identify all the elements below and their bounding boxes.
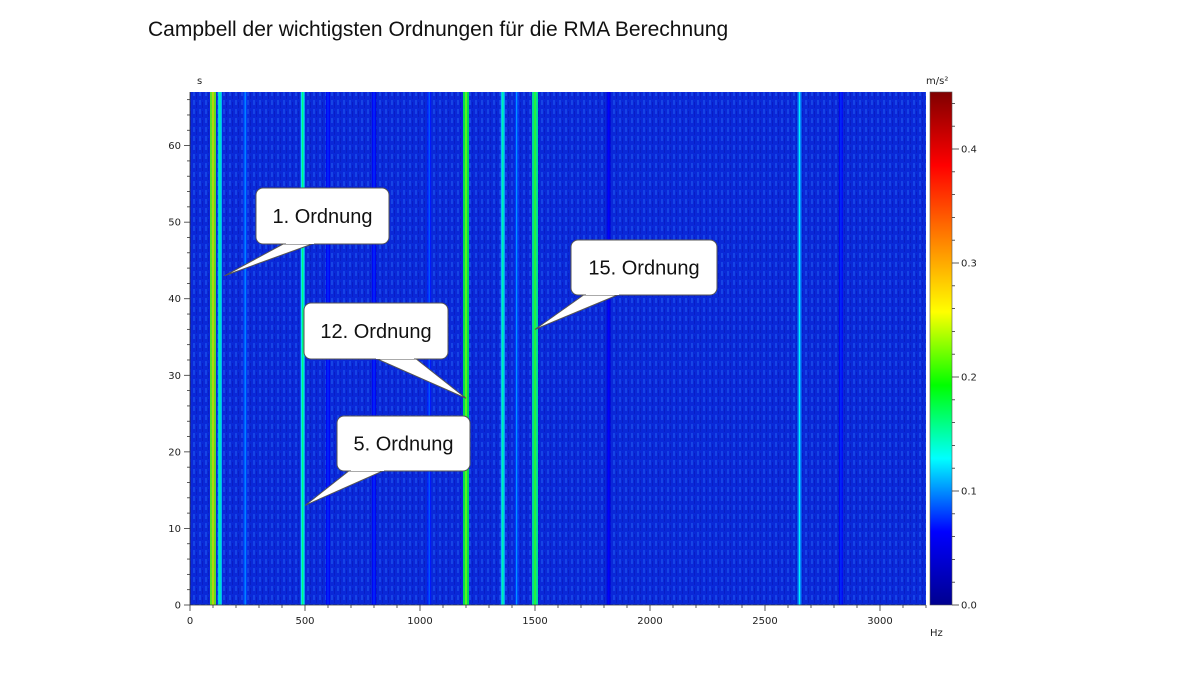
callout-label: 15. Ordnung (588, 258, 699, 280)
colorbar-axis: 0.0 0.1 0.2 0.3 0.4 (952, 103, 977, 612)
order-band-core (212, 92, 214, 605)
order-band-core (219, 92, 221, 605)
callout-box (336, 415, 471, 472)
x-axis: 0 500 1000 1500 2000 2500 3000 (187, 604, 927, 627)
order-band-core (840, 92, 842, 605)
order-band-core (244, 92, 246, 605)
callout-joint (351, 468, 384, 471)
colorbar-tick-label: 0.4 (961, 145, 977, 156)
callout-label: 1. Ordnung (272, 206, 372, 228)
annotations: 1. Ordnung 15. Ordnung 12. Ordnung 5. Ordnu… (224, 187, 718, 506)
chart-title: Campbell der wichtigsten Ordnungen für d… (148, 18, 729, 41)
order-band-core (465, 92, 467, 605)
y-tick-label: 60 (168, 141, 181, 152)
order-band-core (534, 92, 536, 605)
x-tick-label: 3000 (867, 616, 892, 627)
order-band-core (502, 92, 504, 605)
x-tick-label: 500 (295, 616, 314, 627)
callout-joint (376, 356, 414, 359)
y-tick-label: 40 (168, 294, 181, 305)
callout-label: 12. Ordnung (320, 321, 431, 343)
y-tick-label: 20 (168, 447, 181, 458)
x-tick-label: 1000 (407, 616, 432, 627)
x-tick-label: 2000 (637, 616, 662, 627)
plot-background (190, 92, 926, 605)
callout-label: 5. Ordnung (353, 434, 453, 456)
y-tick-label: 50 (168, 218, 181, 229)
colorbar-tick-label: 0.3 (961, 259, 977, 270)
callout-box (255, 187, 390, 245)
y-axis: 0 10 20 30 40 50 60 (168, 92, 191, 612)
order-band-core (302, 92, 304, 605)
x-tick-label: 0 (187, 616, 193, 627)
callout-joint (286, 241, 314, 244)
x-axis-label: Hz (930, 628, 943, 639)
y-axis-label: s (197, 76, 202, 87)
callout-joint (586, 292, 619, 295)
colorbar-unit-label: m/s² (926, 76, 948, 87)
x-tick-label: 1500 (522, 616, 547, 627)
y-tick-label: 0 (175, 601, 181, 612)
colorbar-tick-label: 0.0 (961, 601, 977, 612)
order-band-core (798, 92, 801, 605)
order-band-core (516, 92, 518, 605)
colorbar-tick-label: 0.2 (961, 373, 977, 384)
order-band-core (608, 92, 610, 605)
x-tick-label: 2500 (752, 616, 777, 627)
callout-box (570, 239, 718, 296)
colorbar (929, 91, 953, 606)
colorbar-tick-label: 0.1 (961, 487, 977, 498)
y-tick-label: 10 (168, 524, 181, 535)
y-tick-label: 30 (168, 371, 181, 382)
